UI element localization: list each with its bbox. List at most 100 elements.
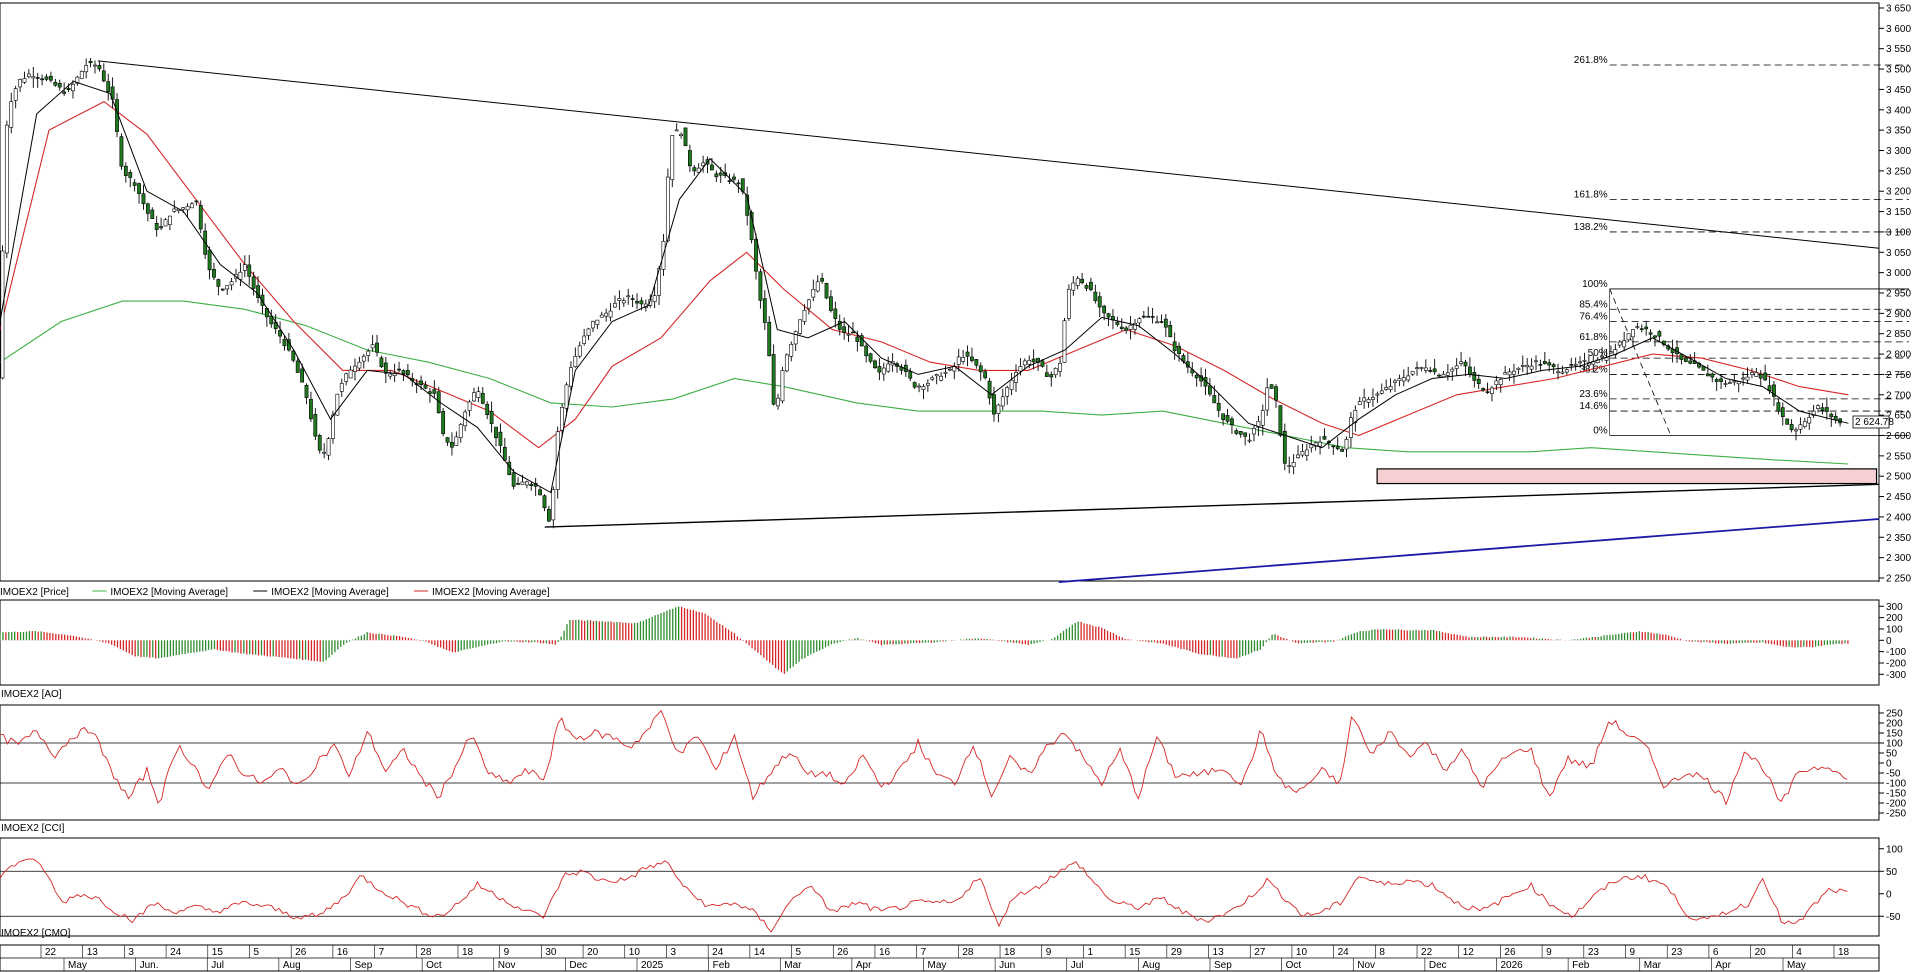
- candle-body: [912, 382, 917, 388]
- price-y-tick-label: 3 050: [1886, 248, 1911, 259]
- candle-body: [754, 239, 758, 272]
- cmo-y-axis: 100 50 0 -50: [1878, 838, 1903, 936]
- candle-body: [1617, 341, 1622, 346]
- x-day-tick-label: 3: [128, 947, 134, 958]
- candle-body: [1441, 373, 1446, 378]
- candle-body: [1450, 368, 1455, 372]
- candle-body: [1212, 395, 1217, 404]
- x-month-tick-label: Jul: [211, 960, 224, 971]
- candle-body: [732, 176, 736, 180]
- candle-body: [322, 451, 327, 454]
- candle-body: [688, 150, 692, 167]
- candle-body: [1282, 430, 1287, 464]
- candle-body: [1089, 281, 1093, 290]
- x-day-tick-label: 23: [1588, 947, 1600, 958]
- candle-body: [1018, 366, 1023, 372]
- legend-item: IMOEX2 [Moving Average]: [110, 587, 228, 598]
- candle-body: [696, 167, 701, 173]
- candle-body: [727, 180, 732, 182]
- candle-body: [1278, 405, 1283, 436]
- candle-body: [1300, 451, 1305, 456]
- candle-body: [1481, 388, 1486, 391]
- candle-body: [1432, 368, 1437, 373]
- candle-body: [1547, 362, 1552, 366]
- candle-body: [1802, 420, 1807, 427]
- x-day-tick-label: 4: [1796, 947, 1802, 958]
- candle-body: [13, 88, 18, 101]
- candle-body: [1163, 318, 1168, 328]
- price-y-tick-label: 2 500: [1886, 472, 1911, 483]
- candle-body: [1265, 387, 1270, 411]
- candle-body: [454, 436, 459, 446]
- candle-body: [1115, 321, 1120, 325]
- cmo-y-tick-label: 100: [1886, 844, 1903, 855]
- candle-body: [934, 374, 939, 377]
- candle-body: [1155, 321, 1159, 324]
- ao-y-tick-label: -200: [1886, 658, 1906, 669]
- candle-body: [185, 205, 190, 211]
- candle-body: [771, 354, 776, 405]
- price-y-tick-label: 3 600: [1886, 24, 1911, 35]
- x-day-tick-label: 30: [545, 947, 557, 958]
- ao-y-tick-label: -100: [1886, 647, 1906, 658]
- candle-body: [1066, 288, 1071, 319]
- price-y-tick-label: 3 500: [1886, 65, 1911, 76]
- candle-body: [150, 209, 155, 219]
- candle-body: [740, 178, 745, 192]
- x-month-tick-label: Apr: [1715, 960, 1731, 971]
- cmo-y-tick-label: 0: [1886, 889, 1892, 900]
- candle-body: [1644, 326, 1649, 330]
- x-day-tick-label: 26: [1504, 947, 1516, 958]
- x-month-tick-label: May: [1787, 960, 1806, 971]
- candle-body: [520, 481, 525, 485]
- candle-body: [886, 363, 891, 372]
- candle-body: [798, 319, 802, 334]
- x-month-tick-label: Feb: [713, 960, 731, 971]
- candle-body: [1745, 376, 1750, 381]
- cmo-line: [0, 858, 1848, 933]
- x-day-tick-label: 7: [921, 947, 927, 958]
- fib-level-label: 138.2%: [1574, 222, 1608, 233]
- candle-body: [1569, 364, 1574, 366]
- ao-histogram: [0, 606, 1849, 674]
- candle-body: [1406, 375, 1411, 381]
- candle-body: [970, 356, 974, 361]
- fibonacci-levels: 261.8% 161.8% 138.2% 100% 85.4% 76.4% 61.8% 50%…: [1574, 55, 1909, 437]
- candle-body: [1520, 365, 1525, 367]
- candle-body: [450, 441, 454, 448]
- legend-item: IMOEX2 [Price]: [0, 587, 69, 598]
- candle-body: [26, 73, 31, 78]
- cci-line: [0, 709, 1848, 806]
- price-y-tick-label: 3 300: [1886, 146, 1911, 157]
- trend-line-lower: [544, 483, 1880, 528]
- cmo-y-tick-label: 50: [1886, 867, 1898, 878]
- cci-y-tick-label: 150: [1886, 729, 1903, 740]
- x-month-tick-label: May: [928, 960, 947, 971]
- x-month-tick-label: Nov: [1357, 960, 1375, 971]
- x-day-tick-label: 26: [295, 947, 307, 958]
- x-month-tick-label: Mar: [1644, 960, 1662, 971]
- candle-body: [361, 355, 366, 362]
- candle-body: [1009, 379, 1014, 390]
- candle-body: [1820, 407, 1825, 411]
- candle-body: [1349, 417, 1353, 438]
- candle-body: [802, 309, 807, 322]
- candle-body: [1582, 360, 1587, 362]
- candle-body: [956, 356, 961, 365]
- candle-body: [837, 320, 842, 330]
- candle-body: [472, 392, 476, 402]
- price-y-tick-label: 3 250: [1886, 166, 1911, 177]
- cci-y-tick-label: -50: [1886, 769, 1901, 780]
- candle-body: [511, 472, 516, 487]
- cci-y-tick-label: -100: [1886, 779, 1906, 790]
- candle-body: [300, 368, 305, 383]
- candle-body: [762, 298, 767, 323]
- candle-body: [1133, 322, 1137, 330]
- candle-body: [595, 319, 600, 325]
- candle-body: [357, 361, 362, 369]
- candle-body: [238, 271, 243, 280]
- candle-body: [1252, 427, 1256, 435]
- x-month-tick-label: Jun.: [140, 960, 159, 971]
- candle-body: [88, 60, 93, 64]
- price-y-tick-label: 2 950: [1886, 289, 1911, 300]
